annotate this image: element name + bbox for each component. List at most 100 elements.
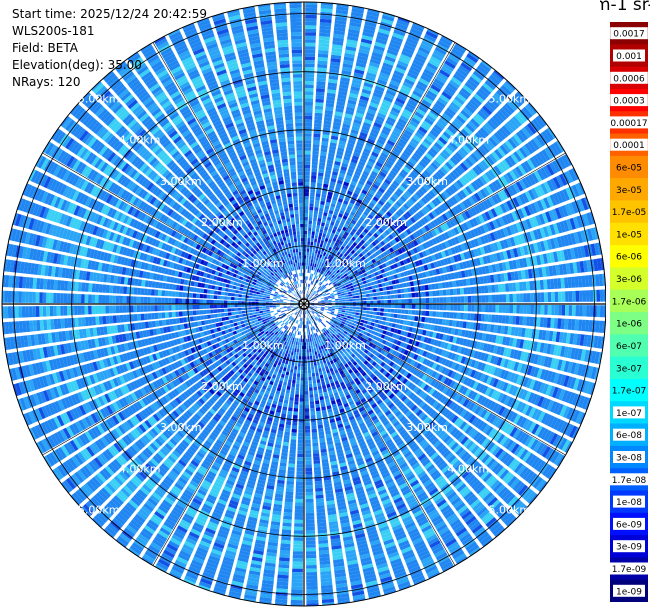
data-gate — [314, 282, 318, 287]
data-gate — [310, 299, 314, 302]
data-gate — [448, 104, 459, 114]
data-gate — [586, 305, 590, 317]
data-gate — [341, 283, 346, 287]
data-gate — [324, 288, 328, 292]
data-gate — [347, 139, 356, 145]
data-gate — [428, 87, 439, 96]
data-gate — [519, 109, 530, 121]
data-gate — [464, 269, 469, 278]
data-gate — [361, 269, 366, 274]
data-gate — [335, 298, 339, 301]
data-gate — [498, 335, 504, 345]
data-gate — [595, 320, 600, 333]
data-gate — [430, 162, 439, 170]
data-gate — [314, 300, 318, 302]
data-gate — [411, 224, 418, 231]
data-gate — [337, 283, 342, 287]
data-gate — [317, 297, 321, 300]
data-gate — [345, 208, 351, 214]
data-gate — [317, 63, 328, 69]
data-gate — [328, 263, 333, 268]
data-gate — [479, 127, 490, 137]
data-gate — [386, 116, 396, 124]
data-gate — [437, 275, 442, 282]
data-gate — [388, 208, 395, 215]
data-gate — [349, 92, 359, 99]
data-gate — [540, 198, 548, 210]
data-gate — [593, 258, 599, 272]
data-gate — [321, 262, 325, 267]
data-gate — [311, 266, 314, 271]
data-gate — [321, 284, 325, 288]
data-gate — [459, 162, 469, 172]
data-gate — [512, 293, 517, 303]
data-gate — [337, 198, 344, 203]
data-gate — [388, 136, 397, 144]
data-gate — [596, 336, 602, 349]
data-gate — [580, 230, 587, 243]
data-gate — [475, 164, 484, 174]
data-gate — [488, 196, 496, 206]
data-gate — [403, 149, 412, 157]
data-gate — [526, 122, 537, 135]
data-gate — [334, 310, 339, 313]
data-gate — [566, 248, 573, 260]
data-gate — [313, 217, 317, 222]
data-gate — [349, 231, 355, 236]
data-gate — [462, 321, 467, 329]
data-gate — [378, 187, 385, 194]
data-gate — [528, 189, 536, 201]
data-gate — [391, 107, 401, 114]
data-gate — [354, 289, 359, 293]
data-gate — [330, 260, 335, 265]
data-gate — [533, 242, 539, 253]
data-gate — [355, 295, 360, 299]
data-gate — [455, 337, 461, 345]
data-gate — [313, 270, 317, 275]
data-gate — [395, 323, 400, 329]
data-gate — [311, 161, 318, 166]
data-gate — [332, 196, 338, 201]
data-gate — [374, 118, 384, 126]
data-gate — [312, 274, 315, 278]
data-gate — [505, 283, 510, 292]
data-gate — [512, 282, 517, 292]
data-gate — [312, 285, 315, 289]
data-gate — [489, 254, 495, 263]
data-gate — [349, 222, 355, 228]
data-gate — [498, 262, 504, 272]
data-gate — [314, 116, 323, 121]
data-gate — [388, 270, 394, 276]
data-gate — [397, 60, 409, 68]
data-gate — [471, 295, 475, 303]
data-gate — [319, 293, 323, 296]
data-gate — [304, 168, 310, 172]
data-gate — [338, 90, 348, 96]
data-gate — [325, 291, 330, 294]
data-gate — [479, 256, 485, 265]
data-gate — [379, 291, 384, 296]
data-gate — [476, 177, 485, 187]
data-gate — [393, 289, 398, 294]
data-gate — [402, 132, 411, 140]
data-gate — [543, 240, 549, 251]
data-gate — [388, 156, 396, 163]
data-gate — [380, 152, 389, 159]
data-gate — [417, 49, 429, 58]
data-gate — [435, 332, 441, 339]
data-gate — [444, 176, 452, 185]
data-gate — [367, 108, 377, 115]
data-gate — [331, 309, 335, 312]
data-gate — [510, 326, 516, 336]
data-gate — [310, 344, 314, 349]
data-gate — [377, 158, 385, 165]
data-gate — [389, 42, 401, 50]
data-gate — [357, 52, 369, 58]
data-gate — [322, 293, 327, 296]
data-gate — [358, 291, 363, 295]
data-gate — [467, 304, 472, 312]
data-gate — [525, 340, 531, 350]
data-gate — [326, 216, 332, 221]
data-gate — [330, 278, 334, 282]
data-gate — [433, 78, 445, 87]
